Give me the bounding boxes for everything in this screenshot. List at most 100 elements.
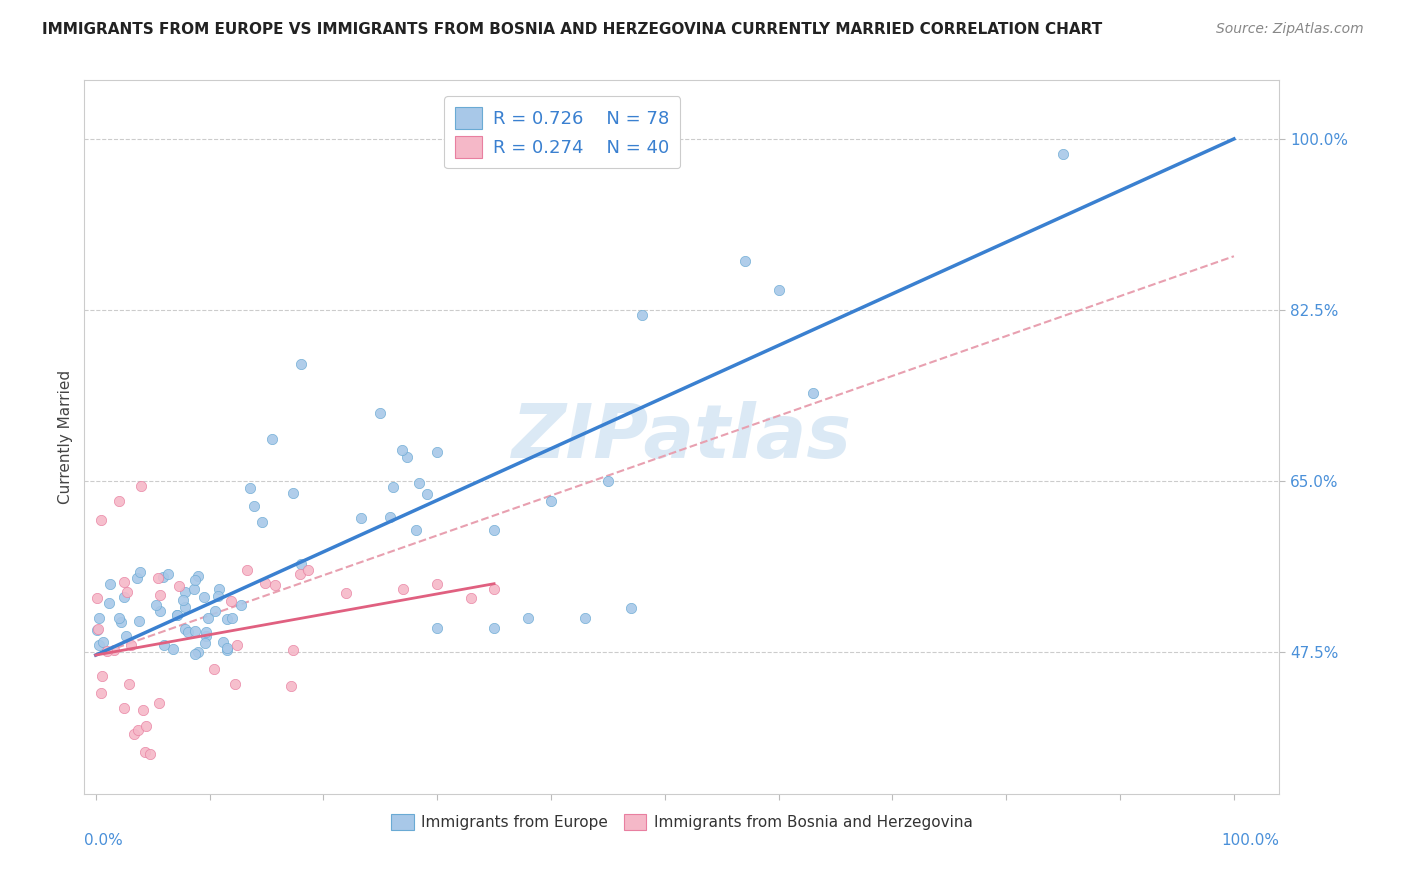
Point (110, 615, 132, 629)
Point (416, 487, 439, 501)
Point (112, 591, 135, 605)
Point (184, 573, 207, 587)
Point (288, 567, 311, 582)
Text: 100.0%: 100.0% (1222, 833, 1279, 848)
Point (166, 607, 188, 622)
Point (335, 586, 357, 600)
Point (98, 577, 121, 591)
Point (405, 524, 427, 538)
Point (207, 590, 229, 604)
Point (129, 479, 152, 493)
Point (263, 577, 285, 591)
Point (204, 604, 226, 618)
Point (148, 697, 170, 711)
Point (174, 584, 197, 599)
Point (128, 614, 150, 628)
Point (184, 624, 207, 638)
Point (801, 386, 824, 401)
Point (103, 643, 125, 657)
Point (187, 569, 209, 583)
Point (112, 701, 135, 715)
Point (193, 590, 215, 604)
Point (156, 567, 179, 582)
Point (482, 523, 505, 537)
Point (350, 511, 373, 525)
Point (91, 635, 114, 649)
Point (596, 474, 619, 488)
Point (134, 745, 156, 759)
Point (90, 686, 112, 700)
Point (153, 638, 176, 652)
Point (167, 579, 190, 593)
Point (195, 625, 218, 640)
Point (426, 621, 449, 635)
Point (149, 604, 172, 618)
Point (129, 565, 152, 579)
Point (229, 598, 252, 612)
Text: IMMIGRANTS FROM EUROPE VS IMMIGRANTS FROM BOSNIA AND HERZEGOVINA CURRENTLY MARRI: IMMIGRANTS FROM EUROPE VS IMMIGRANTS FRO… (42, 22, 1102, 37)
Point (460, 591, 482, 606)
Point (177, 625, 200, 640)
Point (217, 641, 239, 656)
Point (482, 621, 505, 635)
Point (224, 677, 246, 691)
Point (91, 669, 114, 683)
Point (631, 308, 654, 322)
Point (482, 582, 505, 596)
Point (426, 444, 449, 458)
Point (202, 662, 225, 676)
Point (124, 727, 146, 741)
Point (127, 723, 149, 737)
Point (225, 638, 247, 652)
Text: ZIPatlas: ZIPatlas (512, 401, 852, 474)
Point (89, 638, 111, 652)
Point (239, 481, 262, 495)
Point (517, 611, 540, 625)
Point (221, 611, 243, 625)
Point (290, 357, 312, 371)
Point (408, 476, 430, 491)
Point (145, 598, 167, 612)
Point (194, 636, 217, 650)
Point (132, 703, 155, 717)
Point (217, 643, 239, 657)
Point (768, 284, 790, 298)
Point (162, 642, 184, 657)
Point (262, 432, 284, 446)
Point (540, 493, 562, 508)
Point (219, 593, 242, 607)
Point (107, 493, 129, 508)
Point (183, 582, 205, 596)
Point (174, 622, 197, 636)
Point (460, 146, 482, 161)
Point (297, 563, 319, 577)
Point (120, 638, 142, 652)
Point (290, 557, 312, 571)
Point (87, 622, 110, 636)
Point (574, 611, 596, 625)
Point (114, 629, 136, 643)
Point (280, 679, 302, 693)
Legend: Immigrants from Europe, Immigrants from Bosnia and Herzegovina: Immigrants from Europe, Immigrants from … (385, 808, 979, 836)
Point (1052, 146, 1074, 161)
Point (112, 575, 135, 590)
Point (118, 677, 141, 691)
Point (135, 719, 157, 733)
Point (183, 648, 205, 662)
Point (96, 644, 118, 658)
Point (215, 612, 238, 626)
Point (250, 515, 273, 529)
Point (391, 442, 413, 457)
Point (108, 610, 131, 624)
Text: Source: ZipAtlas.com: Source: ZipAtlas.com (1216, 22, 1364, 37)
Point (117, 585, 139, 599)
Point (187, 645, 209, 659)
Text: 0.0%: 0.0% (84, 833, 124, 848)
Point (620, 601, 643, 615)
Point (734, 254, 756, 268)
Point (87, 611, 110, 625)
Point (86, 623, 108, 637)
Point (381, 480, 404, 494)
Point (90, 513, 112, 527)
Point (173, 592, 195, 607)
